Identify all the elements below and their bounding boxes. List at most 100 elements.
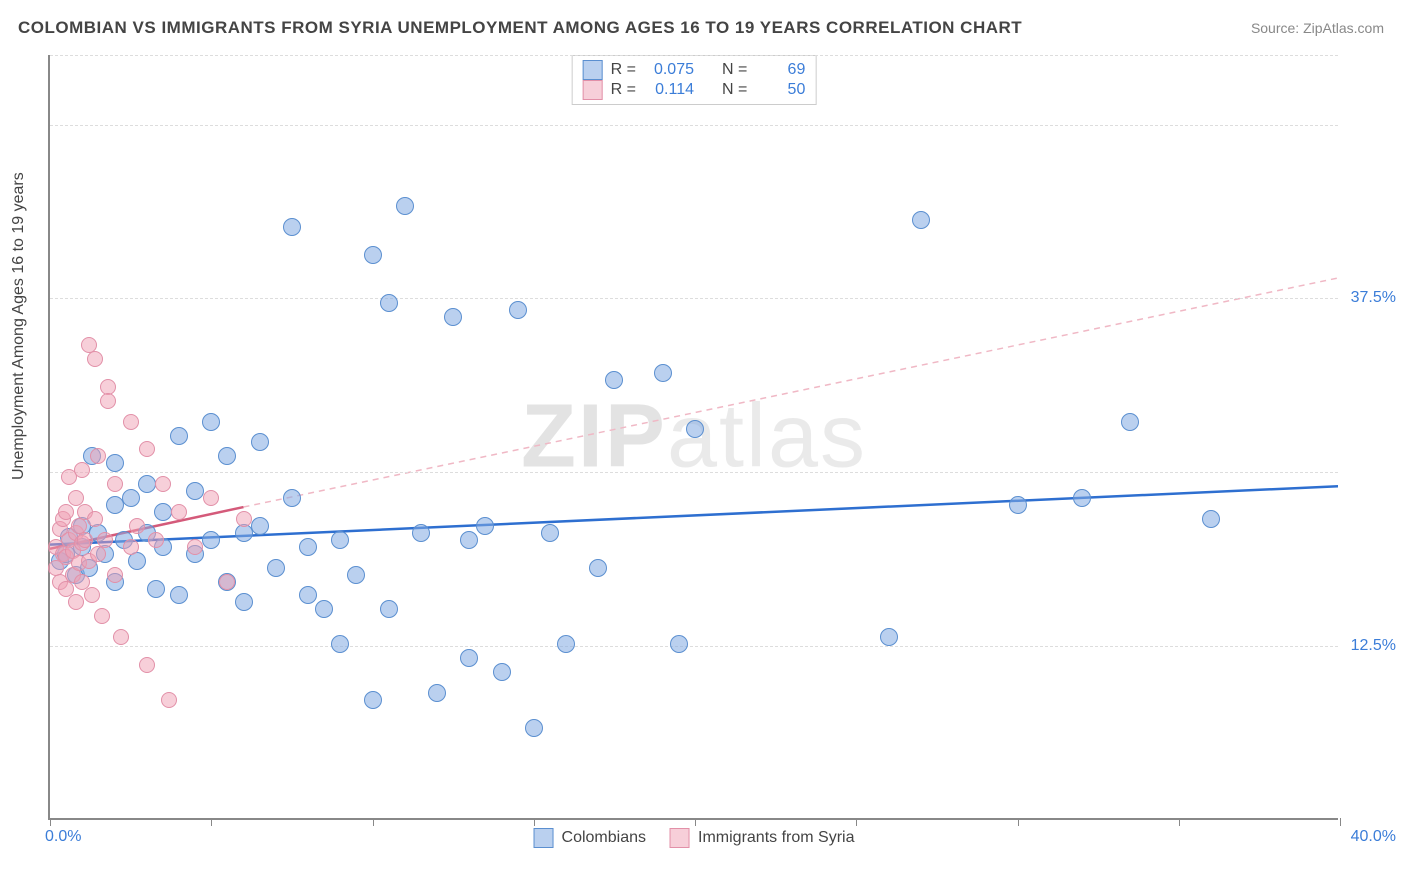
data-point bbox=[493, 663, 511, 681]
gridline bbox=[50, 55, 1338, 56]
data-point bbox=[476, 517, 494, 535]
r-label: R = bbox=[611, 61, 636, 79]
stats-row-pink: R = 0.114 N = 50 bbox=[583, 80, 806, 100]
n-value-blue: 69 bbox=[755, 61, 805, 79]
data-point bbox=[686, 420, 704, 438]
data-point bbox=[364, 691, 382, 709]
data-point bbox=[170, 427, 188, 445]
data-point bbox=[171, 504, 187, 520]
y-axis-label: Unemployment Among Ages 16 to 19 years bbox=[10, 172, 28, 480]
data-point bbox=[396, 197, 414, 215]
data-point bbox=[509, 301, 527, 319]
data-point bbox=[97, 532, 113, 548]
data-point bbox=[186, 482, 204, 500]
data-point bbox=[251, 433, 269, 451]
data-point bbox=[557, 635, 575, 653]
gridline bbox=[50, 125, 1338, 126]
data-point bbox=[106, 454, 124, 472]
data-point bbox=[912, 211, 930, 229]
data-point bbox=[444, 308, 462, 326]
data-point bbox=[87, 511, 103, 527]
data-point bbox=[428, 684, 446, 702]
x-tick bbox=[1018, 818, 1019, 826]
data-point bbox=[154, 503, 172, 521]
data-point bbox=[202, 531, 220, 549]
data-point bbox=[139, 657, 155, 673]
data-point bbox=[654, 364, 672, 382]
gridline bbox=[50, 646, 1338, 647]
y-tick-label: 37.5% bbox=[1351, 289, 1396, 307]
n-label: N = bbox=[722, 61, 747, 79]
data-point bbox=[161, 692, 177, 708]
data-point bbox=[100, 393, 116, 409]
r-value-blue: 0.075 bbox=[644, 61, 694, 79]
data-point bbox=[122, 489, 140, 507]
data-point bbox=[203, 490, 219, 506]
x-tick bbox=[50, 818, 51, 826]
data-point bbox=[331, 635, 349, 653]
x-tick bbox=[373, 818, 374, 826]
data-point bbox=[251, 517, 269, 535]
data-point bbox=[123, 539, 139, 555]
data-point bbox=[107, 476, 123, 492]
data-point bbox=[1121, 413, 1139, 431]
data-point bbox=[74, 462, 90, 478]
x-tick-min: 0.0% bbox=[45, 828, 81, 846]
data-point bbox=[331, 531, 349, 549]
n-value-pink: 50 bbox=[755, 81, 805, 99]
stats-row-blue: R = 0.075 N = 69 bbox=[583, 60, 806, 80]
plot-area: ZIPatlas R = 0.075 N = 69 R = 0.114 N = … bbox=[48, 55, 1338, 820]
data-point bbox=[113, 629, 129, 645]
data-point bbox=[148, 532, 164, 548]
x-tick bbox=[534, 818, 535, 826]
data-point bbox=[218, 447, 236, 465]
data-point bbox=[880, 628, 898, 646]
legend-item-syria: Immigrants from Syria bbox=[670, 828, 854, 848]
n-label: N = bbox=[722, 81, 747, 99]
data-point bbox=[412, 524, 430, 542]
data-point bbox=[58, 504, 74, 520]
chart-title: COLOMBIAN VS IMMIGRANTS FROM SYRIA UNEMP… bbox=[18, 18, 1022, 38]
bottom-legend: Colombians Immigrants from Syria bbox=[534, 828, 855, 848]
source-attribution: Source: ZipAtlas.com bbox=[1251, 20, 1384, 36]
r-label: R = bbox=[611, 81, 636, 99]
data-point bbox=[267, 559, 285, 577]
data-point bbox=[219, 574, 235, 590]
data-point bbox=[155, 476, 171, 492]
legend-label-colombians: Colombians bbox=[562, 829, 646, 847]
data-point bbox=[84, 587, 100, 603]
data-point bbox=[147, 580, 165, 598]
gridline bbox=[50, 472, 1338, 473]
data-point bbox=[123, 414, 139, 430]
data-point bbox=[299, 586, 317, 604]
data-point bbox=[77, 532, 93, 548]
data-point bbox=[187, 539, 203, 555]
data-point bbox=[283, 489, 301, 507]
data-point bbox=[1073, 489, 1091, 507]
x-tick bbox=[211, 818, 212, 826]
data-point bbox=[235, 593, 253, 611]
data-point bbox=[347, 566, 365, 584]
data-point bbox=[525, 719, 543, 737]
data-point bbox=[139, 441, 155, 457]
data-point bbox=[283, 218, 301, 236]
data-point bbox=[87, 351, 103, 367]
data-point bbox=[589, 559, 607, 577]
data-point bbox=[364, 246, 382, 264]
data-point bbox=[1202, 510, 1220, 528]
data-point bbox=[380, 294, 398, 312]
legend-item-colombians: Colombians bbox=[534, 828, 646, 848]
x-tick bbox=[856, 818, 857, 826]
x-tick bbox=[1340, 818, 1341, 826]
data-point bbox=[138, 475, 156, 493]
data-point bbox=[202, 413, 220, 431]
x-tick bbox=[1179, 818, 1180, 826]
data-point bbox=[1009, 496, 1027, 514]
swatch-pink bbox=[583, 80, 603, 100]
gridline bbox=[50, 298, 1338, 299]
data-point bbox=[315, 600, 333, 618]
swatch-pink bbox=[670, 828, 690, 848]
y-tick-label: 12.5% bbox=[1351, 637, 1396, 655]
data-point bbox=[380, 600, 398, 618]
legend-label-syria: Immigrants from Syria bbox=[698, 829, 854, 847]
